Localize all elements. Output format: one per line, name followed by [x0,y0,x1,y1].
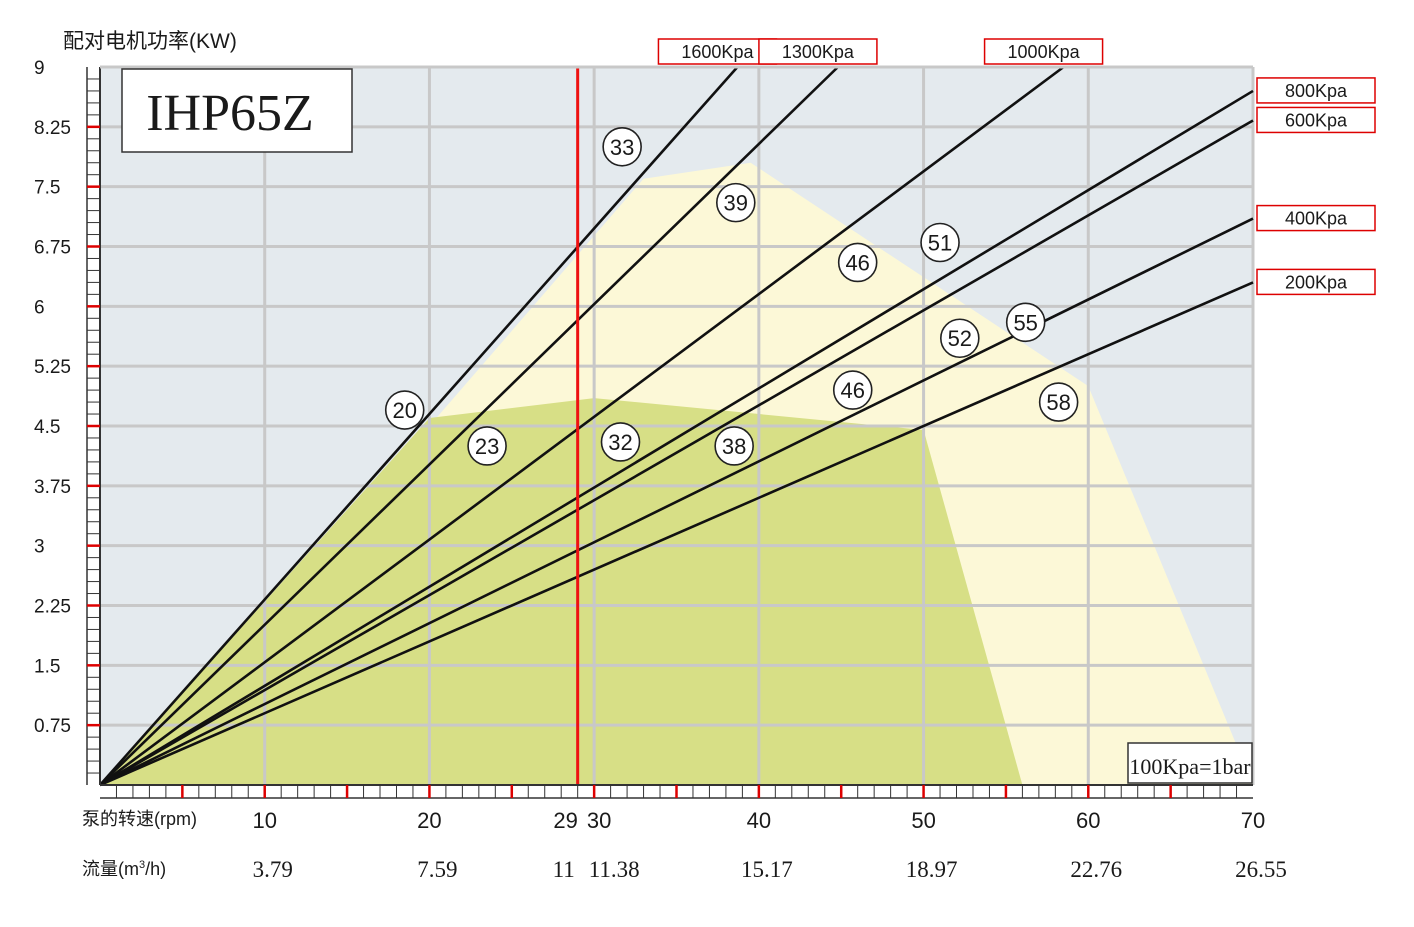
annotation-circle [920,222,960,263]
y-tick-label: 6 [34,297,45,318]
series-line-400Kpa [99,217,1254,787]
annotation-label: 46 [845,250,869,275]
annotation-circle [940,318,980,359]
annotation-label: 55 [1013,310,1037,335]
annotation-label: 52 [948,326,972,351]
y-tick-label: 3.75 [34,477,71,498]
x-tick-label-flow: 26.55 [1235,857,1287,882]
x-tick-label-rpm: 40 [747,808,771,833]
annotation-circle [715,182,756,223]
unit-note: 100Kpa=1bar [1129,754,1251,779]
x-tick-label-flow: 3.79 [253,857,293,882]
y-tick-label: 2.25 [34,597,71,618]
series-line-600Kpa [99,119,1254,787]
annotation-circle [714,426,754,466]
x-tick-label-flow: 11.38 [589,857,640,882]
x-tick-label-rpm: 60 [1076,808,1100,833]
annotation-circle [1005,302,1046,343]
annotation-circle [837,242,878,283]
series-label-1600Kpa: 1600Kpa [681,42,754,62]
y-tick-label: 3 [34,537,45,558]
annotation-label: 58 [1046,390,1070,415]
x-tick-label-flow: 11 [553,857,575,882]
y-tick-label: 6.75 [34,238,71,259]
chart-title: IHP65Z [146,85,314,142]
annotation-circle [467,426,507,466]
series-label-box [1256,106,1376,134]
annotation-label: 33 [610,135,634,160]
x-tick-label-rpm: 70 [1241,808,1265,833]
unit-note-box: 100Kpa=1bar [1127,742,1253,784]
x-tick-label-flow: 22.76 [1070,857,1122,882]
annotation-circle [832,370,873,410]
series-line-200Kpa [99,281,1254,787]
x-tick-label-rpm: 20 [417,808,441,833]
series-line-1600Kpa [99,66,739,786]
annotation-label: 32 [608,430,632,455]
flow-label: 流量(m3/h) [82,859,166,879]
chart-title-box: IHP65Z [121,68,353,153]
series-label-800Kpa: 800Kpa [1285,81,1348,101]
x-tick-label-rpm: 30 [587,808,611,833]
series-label-box [983,38,1104,65]
region-green-zone [100,398,1023,785]
y-tick-label: 0.75 [34,716,71,737]
series-label-box [1256,268,1376,296]
x-tick-label-rpm: 29 [553,808,577,833]
annotation-label: 20 [392,398,416,423]
annotation-circle [384,390,425,430]
annotation-label: 38 [722,434,746,459]
series-label-box [1256,204,1376,232]
annotation-label: 23 [475,434,499,459]
series-label-box [758,38,878,65]
annotation-label: 51 [928,231,952,256]
annotation-label: 39 [724,191,748,216]
x-tick-label-flow: 15.17 [741,857,793,882]
series-line-1000Kpa [99,65,1065,787]
series-label-1300Kpa: 1300Kpa [782,42,855,62]
x-tick-label-rpm: 10 [252,808,276,833]
y-tick-label: 8.25 [34,118,71,139]
y-tick-label: 5.25 [34,357,71,378]
series-line-800Kpa [99,89,1254,787]
series-line-1300Kpa [99,66,839,786]
y-tick-label: 1.5 [34,656,60,677]
x-axis-label: 泵的转速(rpm) [82,809,197,829]
series-label-1000Kpa: 1000Kpa [1008,42,1081,62]
x-tick-label-rpm: 50 [911,808,935,833]
y-tick-label: 9 [34,58,45,79]
annotation-circle [602,126,642,167]
y-tick-label: 4.5 [34,417,60,438]
annotation-circle [1038,382,1079,422]
y-axis-label: 配对电机功率(KW) [63,30,237,53]
series-label-600Kpa: 600Kpa [1285,110,1348,130]
x-tick-label-flow: 18.97 [906,857,958,882]
series-label-400Kpa: 400Kpa [1285,209,1348,229]
y-tick-label: 7.5 [34,178,60,199]
annotation-circle [600,422,641,462]
annotation-label: 46 [841,378,865,403]
series-label-200Kpa: 200Kpa [1285,272,1348,292]
series-label-box [1256,77,1376,104]
x-tick-label-flow: 7.59 [417,857,457,882]
